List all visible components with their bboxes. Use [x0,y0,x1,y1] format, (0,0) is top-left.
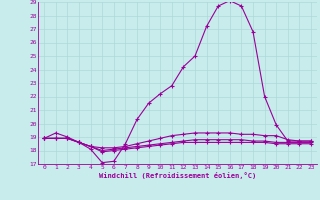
X-axis label: Windchill (Refroidissement éolien,°C): Windchill (Refroidissement éolien,°C) [99,172,256,179]
